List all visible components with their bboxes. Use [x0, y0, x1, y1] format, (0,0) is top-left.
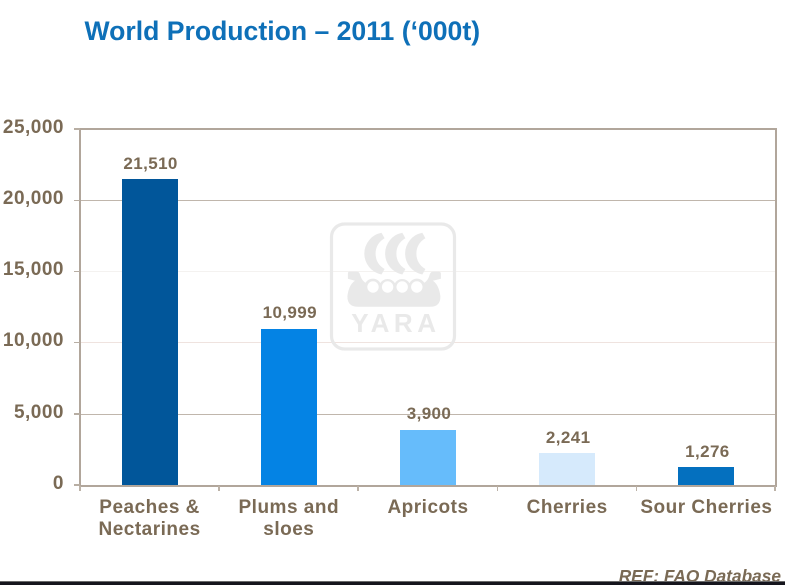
svg-text:YARA: YARA: [351, 308, 440, 338]
